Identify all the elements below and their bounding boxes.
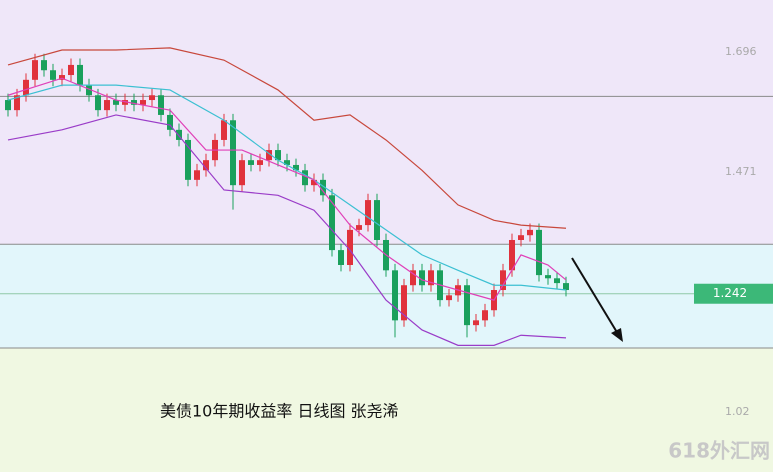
candle-body — [338, 250, 344, 266]
candle-body — [464, 285, 470, 326]
candle-body — [563, 283, 569, 291]
candle-body — [122, 100, 128, 105]
candle-body — [284, 160, 290, 165]
indicator-line — [7, 114, 567, 346]
candle-body — [230, 120, 236, 186]
watermark: 618外汇网 — [668, 439, 770, 463]
candle-body — [446, 295, 452, 301]
candle-body — [50, 70, 56, 80]
candle-body — [293, 164, 299, 171]
candle-body — [482, 310, 488, 321]
candle-body — [176, 129, 182, 140]
candle-body — [392, 270, 398, 321]
candle-body — [104, 100, 110, 111]
candle-body — [473, 320, 479, 326]
candle-body — [428, 270, 434, 286]
candle-body — [5, 100, 11, 111]
y-tick-label: 1.471 — [725, 165, 757, 178]
candle-body — [527, 229, 533, 236]
indicator-line — [7, 77, 567, 301]
arrow — [571, 257, 619, 335]
candle-body — [302, 170, 308, 186]
candle-body — [32, 60, 38, 80]
candle-body — [185, 139, 191, 180]
candle-body — [248, 160, 254, 165]
candle-body — [266, 150, 272, 161]
candle-body — [311, 179, 317, 186]
candle-body — [113, 100, 119, 105]
zone-lower — [0, 348, 773, 472]
candle-body — [500, 270, 506, 291]
candle-body — [41, 60, 47, 71]
zone-upper — [0, 0, 773, 244]
candle-body — [509, 239, 515, 271]
candle-body — [131, 100, 137, 105]
candle-body — [140, 100, 146, 105]
candle-body — [59, 75, 65, 80]
candle-body — [239, 160, 245, 186]
candle-body — [23, 79, 29, 96]
y-tick-label: 1.02 — [725, 405, 750, 418]
candle-body — [347, 229, 353, 266]
candle-body — [365, 200, 371, 226]
candle-body — [167, 114, 173, 130]
indicator-line — [7, 84, 567, 291]
candle-body — [329, 195, 335, 251]
candle-body — [257, 160, 263, 165]
candle-body — [221, 120, 227, 140]
candle-body — [545, 275, 551, 279]
candle-body — [410, 270, 416, 286]
candle-body — [95, 95, 101, 111]
candle-body — [374, 200, 380, 240]
plot — [5, 47, 569, 346]
candle-body — [203, 160, 209, 171]
candle-body — [68, 64, 74, 76]
candle-body — [401, 285, 407, 321]
candle-body — [536, 229, 542, 276]
y-tick-label: 1.696 — [725, 45, 757, 58]
price-label: 1.242 — [713, 286, 747, 300]
candle-body — [518, 235, 524, 240]
candle-body — [554, 278, 560, 284]
candle-body — [149, 95, 155, 101]
candle-body — [86, 85, 92, 96]
candle-body — [320, 179, 326, 196]
candle-body — [77, 64, 83, 86]
candle-body — [356, 225, 362, 230]
chart-title: 美债10年期收益率 日线图 张尧浠 — [160, 402, 399, 421]
arrow-head — [611, 328, 623, 342]
candle-body — [275, 150, 281, 161]
indicator-line — [7, 47, 567, 229]
candle-body — [14, 95, 20, 111]
candle-body — [158, 95, 164, 115]
price-box — [694, 283, 773, 304]
candle-body — [419, 270, 425, 286]
candle-body — [194, 170, 200, 180]
